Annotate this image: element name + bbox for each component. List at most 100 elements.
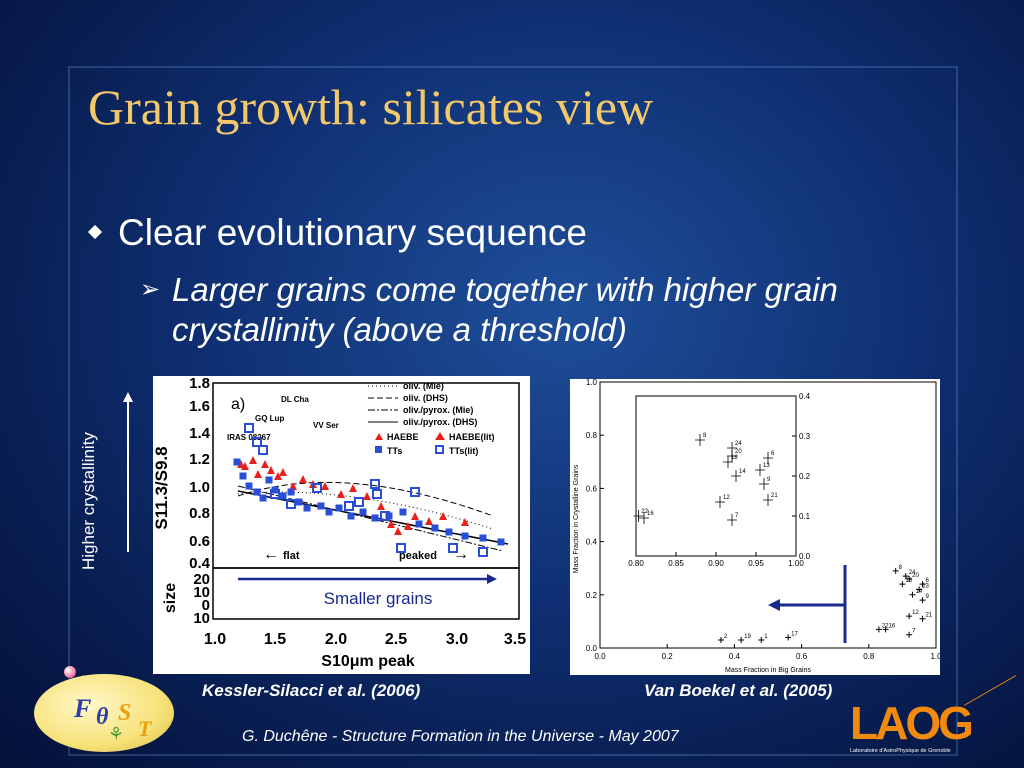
- y-tick-label: 0.8: [586, 431, 598, 440]
- x-tick: 1.0: [204, 631, 226, 648]
- legend-entry: oliv. (Mie): [403, 381, 444, 391]
- tts-point: [303, 504, 311, 512]
- tts-point: [415, 520, 423, 528]
- tts-point: [497, 538, 505, 546]
- inset-point-label: 22: [641, 509, 648, 515]
- tts-point: [461, 532, 469, 540]
- inset-y-tick-label: 0.0: [799, 552, 811, 561]
- slide-frame: [68, 66, 958, 756]
- inset-y-tick-label: 0.1: [799, 512, 811, 521]
- inset-data-point: [695, 434, 705, 446]
- legend-entry: HAEBE(lit): [449, 432, 495, 442]
- star-label: DL Cha: [281, 395, 309, 404]
- haebe-point: [274, 472, 282, 480]
- point-label: 12: [912, 610, 919, 616]
- tts-point: [295, 498, 303, 506]
- tts-point: [317, 502, 325, 510]
- x-tick: 3.5: [504, 631, 526, 648]
- y-tick: 1.6: [189, 398, 210, 415]
- bullet-2: ➢ Larger grains come together with highe…: [140, 270, 900, 350]
- inset-point-label: 21: [771, 493, 778, 499]
- tts-point: [259, 494, 267, 502]
- y-tick-label: 1.0: [586, 379, 598, 387]
- footer: G. Duchêne - Structure Formation in the …: [242, 728, 679, 745]
- x-axis-label: S10μm peak: [321, 653, 415, 670]
- bullet-2-text: Larger grains come together with higher …: [172, 271, 838, 348]
- tts-lit-point: [372, 489, 382, 499]
- x-tick: 2.0: [325, 631, 347, 648]
- inset-point-label: 20: [735, 449, 742, 455]
- data-point: [916, 586, 923, 593]
- haebe-point: [254, 470, 262, 478]
- inset-x-tick-label: 0.90: [708, 559, 724, 568]
- right-figure-svg: 0.0 0.2 0.4 0.6 0.8 1.0 0.0 0.2 0.4 0.6 0.8 1.0 0.80…: [573, 378, 942, 674]
- inset-data-point: [731, 470, 741, 482]
- y-tick: 0.6: [189, 533, 210, 550]
- inset-y-tick-label: 0.4: [799, 392, 811, 401]
- y-tick: 1.2: [189, 451, 210, 468]
- tts-point: [287, 488, 295, 496]
- inset-data-point: [763, 494, 773, 506]
- x-tick-label: 0.2: [662, 652, 674, 661]
- haebe-point: [411, 512, 419, 520]
- tts-point: [359, 508, 367, 516]
- inset-point-label: 18: [731, 455, 738, 461]
- diamond-bullet-icon: [87, 224, 103, 240]
- point-label: 17: [791, 631, 798, 637]
- haebe-point: [261, 460, 269, 468]
- point-label: 8: [899, 565, 903, 571]
- data-point: [875, 626, 882, 633]
- tts-lit-point: [478, 547, 488, 557]
- legend-entry: oliv./pyrox. (Mie): [403, 405, 473, 415]
- side-label: Higher crystallinity: [79, 432, 98, 570]
- tts-point: [325, 508, 333, 516]
- inset-data-point: [633, 510, 644, 522]
- inset-point-label: 7: [735, 513, 739, 519]
- inset-x-tick-label: 0.80: [628, 559, 644, 568]
- y-tick-label: 0.0: [586, 644, 598, 653]
- data-point: [717, 637, 724, 644]
- y-axis-label: S11.3/S9.8: [153, 446, 171, 529]
- data-point: [906, 631, 913, 638]
- data-point: [758, 637, 765, 644]
- haebe-point: [279, 468, 287, 476]
- inset-point-label: 12: [723, 495, 730, 501]
- inset-data-point: [727, 450, 737, 462]
- laog-logo: LAOG Laboratoire d'AstroPhysique de Gren…: [850, 675, 1017, 760]
- inset-data-point: [715, 496, 725, 508]
- inset-x-tick-label: 1.00: [788, 559, 804, 568]
- y-axis-title: Mass Fraction in Crystalline Grains: [573, 464, 580, 573]
- y-tick-label: 0.2: [586, 591, 598, 600]
- inset-point-label: 8: [703, 433, 707, 439]
- data-point: [882, 626, 889, 633]
- haebe-point: [299, 475, 307, 483]
- point-label: 18: [905, 578, 912, 584]
- size-tick: 10: [193, 610, 210, 627]
- haebe-point: [425, 517, 433, 525]
- inset-point-label: 24: [735, 441, 742, 447]
- crystallinity-arrow-icon: [123, 392, 133, 552]
- inset-y-tick-label: 0.2: [799, 472, 811, 481]
- tts-lit-point: [270, 489, 280, 499]
- data-point: [919, 581, 926, 588]
- tts-lit-point: [354, 497, 364, 507]
- tts-point: [347, 512, 355, 520]
- legend-entry: TTs(lit): [449, 446, 478, 456]
- data-point: [909, 591, 916, 598]
- inset-data-point: [759, 478, 769, 490]
- data-point: [899, 581, 906, 588]
- data-point: [902, 573, 909, 580]
- caption-left: Kessler-Silacci et al. (2006): [202, 681, 421, 700]
- haebe-point: [461, 518, 469, 526]
- point-label: 9: [926, 594, 930, 600]
- bullet-1: Clear evolutionary sequence: [87, 212, 587, 254]
- point-label: 7: [912, 629, 916, 635]
- laog-subtitle: Laboratoire d'AstroPhysique de Grenoble: [850, 748, 951, 754]
- y-tick-label: 0.4: [586, 538, 598, 547]
- haebe-point: [321, 482, 329, 490]
- y-tick: 0.4: [189, 555, 211, 572]
- y-tick: 0.8: [189, 505, 210, 522]
- tts-lit-point: [396, 543, 406, 553]
- x-tick-label: 0.0: [594, 652, 606, 661]
- tts-point: [431, 524, 439, 532]
